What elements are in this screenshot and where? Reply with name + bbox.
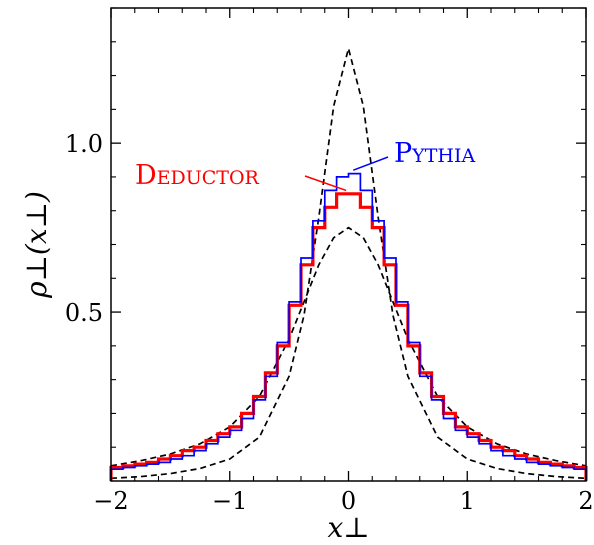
histogram-pythia xyxy=(110,172,587,481)
axis-ticks xyxy=(110,7,587,481)
legend-label-deductor: Deductor xyxy=(135,160,260,191)
legend-label-pythia: Pythia xyxy=(394,138,475,169)
leader-line-pythia xyxy=(352,156,389,171)
legend-annotations: Deductor Pythia xyxy=(135,138,475,192)
dashed-curves xyxy=(110,47,587,480)
x-tick-label: 0 xyxy=(341,487,356,515)
histograms xyxy=(109,172,588,481)
plot-frame xyxy=(110,7,587,482)
dashed-curve-2 xyxy=(110,47,587,480)
tick-labels: −2 −1 0 1 2 0.5 1.0 xyxy=(65,130,594,515)
x-tick-label: 1 xyxy=(460,487,475,515)
dashed-curve-3 xyxy=(110,226,587,467)
x-tick-label: −2 xyxy=(93,487,128,515)
y-axis-label: ρ⊥(x⊥) xyxy=(20,191,53,299)
histogram-deductor xyxy=(109,192,588,481)
x-tick-label: 2 xyxy=(578,487,593,515)
y-tick-label: 1.0 xyxy=(65,130,103,158)
leader-line-deductor xyxy=(304,175,347,192)
x-tick-label: −1 xyxy=(212,487,247,515)
y-tick-label: 0.5 xyxy=(65,299,103,327)
x-axis-label: x⊥ xyxy=(327,511,369,544)
